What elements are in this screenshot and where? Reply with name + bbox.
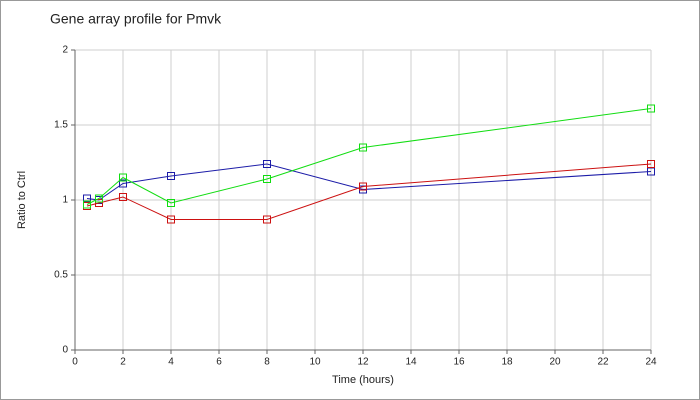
y-tick-label: 2	[62, 45, 68, 56]
point-marker	[167, 199, 175, 207]
x-tick-label: 10	[309, 357, 321, 368]
x-tick-label: 8	[264, 357, 270, 368]
point-marker	[119, 179, 127, 188]
x-tick-label: 4	[168, 357, 174, 368]
point-marker	[263, 160, 271, 168]
point-marker	[263, 215, 271, 224]
y-tick-label: 1	[62, 195, 68, 206]
x-tick-label: 16	[453, 357, 465, 368]
series-line	[86, 163, 652, 220]
chart-title: Gene array profile for Pmvk	[50, 11, 222, 27]
x-tick-label: 2	[120, 357, 126, 368]
series-line	[86, 108, 652, 205]
x-tick-label: 24	[645, 357, 657, 368]
x-tick-label: 14	[405, 357, 417, 368]
y-axis-label: Ratio to Ctrl	[16, 171, 28, 229]
point-marker	[95, 199, 103, 207]
point-marker	[647, 104, 655, 113]
x-tick-label: 18	[501, 357, 513, 368]
x-tick-label: 22	[597, 357, 609, 368]
point-marker	[167, 215, 175, 224]
point-marker	[167, 172, 175, 180]
point-marker	[95, 194, 103, 203]
x-tick-label: 6	[216, 357, 222, 368]
point-marker	[119, 173, 127, 182]
point-marker	[359, 143, 367, 152]
point-marker	[359, 182, 367, 191]
x-tick-label: 0	[72, 357, 78, 368]
x-tick-label: 12	[357, 357, 369, 368]
point-marker	[83, 200, 91, 209]
point-marker	[119, 193, 127, 201]
x-tick-label: 20	[549, 357, 561, 368]
y-tick-label: 0	[62, 345, 68, 356]
y-tick-label: 0.5	[54, 270, 68, 281]
y-tick-label: 1.5	[54, 120, 68, 131]
x-axis-label: Time (hours)	[332, 374, 394, 386]
point-marker	[647, 160, 655, 168]
point-marker	[263, 175, 271, 183]
